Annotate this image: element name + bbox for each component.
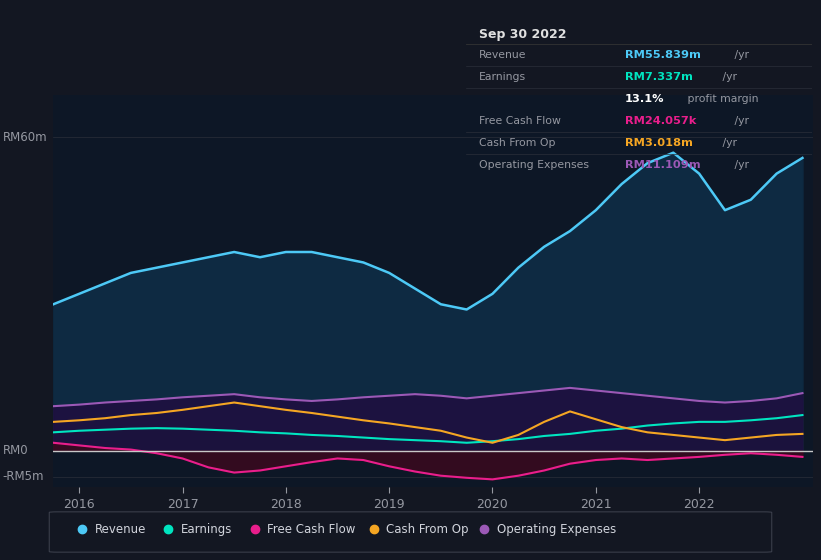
Text: Free Cash Flow: Free Cash Flow [479,116,562,127]
Text: RM0: RM0 [2,444,28,457]
Text: -RM5m: -RM5m [2,470,44,483]
Text: RM24.057k: RM24.057k [625,116,696,127]
Text: RM7.337m: RM7.337m [625,72,693,82]
Text: Operating Expenses: Operating Expenses [479,160,589,170]
Text: Revenue: Revenue [94,522,146,536]
Text: Operating Expenses: Operating Expenses [497,522,616,536]
Text: /yr: /yr [719,72,737,82]
Text: /yr: /yr [731,116,749,127]
Text: 13.1%: 13.1% [625,94,664,104]
Text: /yr: /yr [731,160,749,170]
Text: Revenue: Revenue [479,50,527,60]
Text: Free Cash Flow: Free Cash Flow [267,522,355,536]
Text: RM3.018m: RM3.018m [625,138,693,148]
Text: Earnings: Earnings [181,522,232,536]
Text: Cash From Op: Cash From Op [479,138,556,148]
Text: RM55.839m: RM55.839m [625,50,701,60]
Text: /yr: /yr [719,138,737,148]
Text: Cash From Op: Cash From Op [386,522,468,536]
Text: /yr: /yr [731,50,749,60]
Text: profit margin: profit margin [684,94,759,104]
Text: RM11.109m: RM11.109m [625,160,700,170]
Text: RM60m: RM60m [2,130,47,143]
Text: Sep 30 2022: Sep 30 2022 [479,28,566,41]
Text: Earnings: Earnings [479,72,526,82]
